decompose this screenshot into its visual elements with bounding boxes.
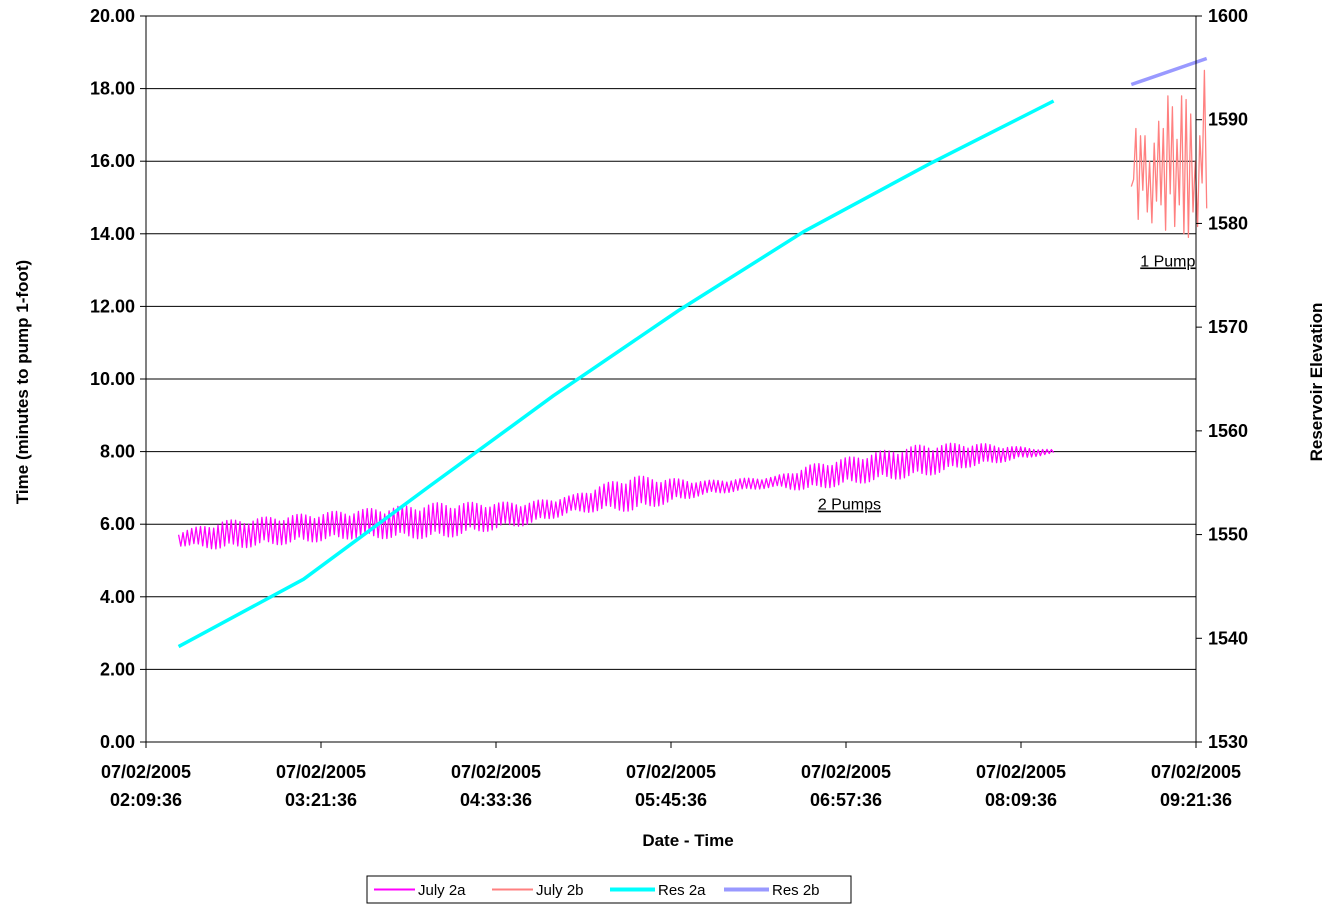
x-tick-label-time: 09:21:36: [1160, 790, 1232, 810]
y-tick-label: 20.00: [90, 6, 135, 26]
legend-label-july2a: July 2a: [418, 882, 466, 899]
x-tick-label-date: 07/02/2005: [101, 762, 191, 782]
tick-labels: 0.00 2.00 4.00 6.00 8.00 10.00 12.00 14.00 16.00…: [90, 6, 1248, 810]
y2-tick-label: 1600: [1208, 6, 1248, 26]
series-line-july-2b: [1130, 69, 1208, 239]
y2-tick-label: 1550: [1208, 525, 1248, 545]
legend-label-res2b: Res 2b: [772, 882, 820, 899]
x-tick-label-time: 03:21:36: [285, 790, 357, 810]
series-line-res-2b: [1130, 56, 1208, 87]
y-axis-label: Time (minutes to pump 1-foot): [13, 260, 32, 504]
y2-tick-label: 1560: [1208, 421, 1248, 441]
x-tick-label-time: 02:09:36: [110, 790, 182, 810]
y2-tick-label: 1530: [1208, 732, 1248, 752]
y-tick-label: 16.00: [90, 151, 135, 171]
series-layer: [177, 56, 1208, 649]
y2-tick-label: 1590: [1208, 110, 1248, 130]
x-tick-label-time: 06:57:36: [810, 790, 882, 810]
y-tick-label: 6.00: [100, 514, 135, 534]
y2-axis-label: Reservoir Elevation: [1307, 303, 1326, 462]
legend-label-july2b: July 2b: [536, 882, 584, 899]
y-tick-label: 8.00: [100, 442, 135, 462]
series-line-july-2a: [177, 442, 1055, 550]
y-tick-label: 10.00: [90, 369, 135, 389]
legend-box: [366, 875, 852, 904]
x-tick-label-date: 07/02/2005: [626, 762, 716, 782]
x-tick-label-date: 07/02/2005: [451, 762, 541, 782]
legend-label-res2a: Res 2a: [658, 882, 706, 899]
legend: July 2a July 2b Res 2a Res 2b: [366, 875, 852, 904]
x-tick-label-date: 07/02/2005: [276, 762, 366, 782]
y2-tick-label: 1570: [1208, 317, 1248, 337]
y-tick-label: 0.00: [100, 732, 135, 752]
annotation-2-pumps: 2 Pumps: [818, 497, 881, 514]
gridlines: [146, 15, 1196, 670]
x-tick-label-date: 07/02/2005: [1151, 762, 1241, 782]
axes: [140, 15, 1202, 748]
x-tick-label-time: 08:09:36: [985, 790, 1057, 810]
y2-tick-label: 1540: [1208, 628, 1248, 648]
x-tick-label-date: 07/02/2005: [976, 762, 1066, 782]
annotation-1-pump: 1 Pump: [1140, 253, 1195, 270]
y2-tick-label: 1580: [1208, 213, 1248, 233]
y-tick-label: 4.00: [100, 587, 135, 607]
x-tick-label-time: 05:45:36: [635, 790, 707, 810]
x-tick-label-date: 07/02/2005: [801, 762, 891, 782]
x-tick-label-time: 04:33:36: [460, 790, 532, 810]
y-tick-label: 12.00: [90, 296, 135, 316]
y-tick-label: 14.00: [90, 224, 135, 244]
series-line-res-2a: [177, 99, 1055, 649]
x-axis-label: Date - Time: [642, 831, 733, 850]
y-tick-label: 2.00: [100, 659, 135, 679]
y-tick-label: 18.00: [90, 79, 135, 99]
